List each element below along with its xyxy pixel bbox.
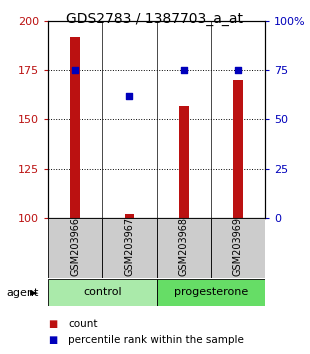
Text: GSM203967: GSM203967 (124, 217, 135, 276)
Text: ►: ► (30, 288, 39, 298)
Text: GSM203969: GSM203969 (233, 217, 243, 276)
Bar (48, 279, 157, 306)
Text: GSM203966: GSM203966 (70, 217, 80, 276)
Point (236, 68, 241, 73)
Text: percentile rank within the sample: percentile rank within the sample (68, 335, 244, 345)
Bar (48, 218, 102, 278)
Text: progesterone: progesterone (174, 287, 248, 297)
Point (127, 93, 132, 99)
Bar (125, 214, 134, 218)
Bar (102, 218, 157, 278)
Bar (179, 106, 188, 218)
Text: count: count (68, 319, 98, 329)
Text: GDS2783 / 1387703_a_at: GDS2783 / 1387703_a_at (67, 12, 243, 27)
Bar (70, 37, 80, 218)
Bar (233, 80, 243, 218)
Text: control: control (83, 287, 122, 297)
Point (73, 68, 78, 73)
Text: agent: agent (6, 288, 38, 298)
Text: ■: ■ (48, 335, 57, 345)
Bar (157, 279, 265, 306)
Bar (211, 218, 265, 278)
Text: ■: ■ (48, 319, 57, 329)
Point (181, 68, 186, 73)
Bar (157, 218, 211, 278)
Text: GSM203968: GSM203968 (179, 217, 189, 276)
